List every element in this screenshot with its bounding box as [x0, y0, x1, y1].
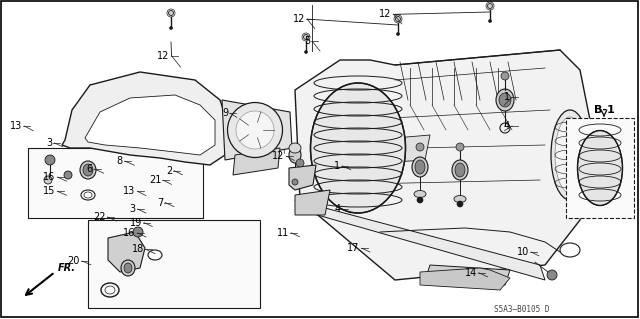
- Ellipse shape: [124, 263, 132, 273]
- Ellipse shape: [289, 143, 301, 153]
- Bar: [88, 220, 260, 308]
- Text: 2: 2: [166, 166, 172, 176]
- Text: 3: 3: [129, 204, 136, 214]
- Circle shape: [501, 72, 509, 80]
- Text: 12: 12: [273, 151, 285, 161]
- Text: B-1: B-1: [594, 105, 614, 115]
- Circle shape: [488, 4, 493, 9]
- Polygon shape: [295, 50, 590, 280]
- Ellipse shape: [310, 83, 406, 213]
- Polygon shape: [108, 232, 145, 272]
- Text: 13: 13: [10, 121, 22, 131]
- Text: 10: 10: [517, 247, 529, 257]
- Text: 4: 4: [504, 121, 510, 131]
- Circle shape: [303, 34, 308, 40]
- Polygon shape: [233, 148, 280, 175]
- Ellipse shape: [414, 190, 426, 197]
- Circle shape: [397, 33, 399, 35]
- Text: 1: 1: [334, 161, 340, 171]
- Polygon shape: [425, 265, 510, 285]
- Text: 1: 1: [504, 92, 510, 102]
- Text: 18: 18: [132, 244, 144, 255]
- Polygon shape: [222, 100, 292, 160]
- Ellipse shape: [83, 164, 93, 176]
- Circle shape: [457, 201, 463, 207]
- Text: 5: 5: [304, 36, 310, 47]
- Circle shape: [44, 176, 52, 184]
- Circle shape: [547, 270, 557, 280]
- Circle shape: [64, 171, 72, 179]
- Text: 12: 12: [380, 9, 392, 19]
- Circle shape: [45, 155, 55, 165]
- Text: 21: 21: [149, 175, 161, 185]
- Text: 16: 16: [44, 172, 56, 182]
- Text: FR.: FR.: [58, 263, 76, 273]
- Text: 17: 17: [348, 243, 360, 253]
- Text: 6: 6: [86, 164, 93, 174]
- Text: S5A3–B0105 D: S5A3–B0105 D: [494, 306, 550, 315]
- Ellipse shape: [227, 102, 282, 158]
- Ellipse shape: [412, 157, 428, 177]
- Polygon shape: [420, 268, 510, 290]
- Text: 12: 12: [157, 51, 170, 61]
- Text: 9: 9: [222, 108, 228, 118]
- Text: 22: 22: [93, 212, 106, 222]
- Polygon shape: [62, 72, 230, 165]
- Text: 13: 13: [124, 186, 136, 197]
- Ellipse shape: [452, 160, 468, 180]
- Circle shape: [305, 50, 307, 54]
- Bar: [566, 118, 634, 218]
- Circle shape: [416, 143, 424, 151]
- Polygon shape: [85, 95, 215, 155]
- Polygon shape: [395, 135, 430, 162]
- Ellipse shape: [496, 89, 514, 111]
- Text: 19: 19: [130, 218, 142, 228]
- Polygon shape: [295, 200, 545, 280]
- Circle shape: [396, 17, 401, 21]
- Circle shape: [488, 19, 492, 23]
- Ellipse shape: [121, 260, 135, 276]
- Text: 15: 15: [44, 186, 56, 197]
- Circle shape: [168, 11, 173, 16]
- Polygon shape: [295, 190, 330, 215]
- Circle shape: [170, 26, 173, 29]
- Text: 16: 16: [124, 228, 136, 238]
- Circle shape: [417, 197, 423, 203]
- Ellipse shape: [454, 196, 466, 203]
- Text: 12: 12: [293, 14, 305, 24]
- Text: 11: 11: [277, 228, 289, 238]
- Circle shape: [133, 227, 143, 237]
- Text: 20: 20: [68, 256, 80, 266]
- Ellipse shape: [236, 111, 274, 149]
- Text: 14: 14: [465, 268, 477, 278]
- Polygon shape: [289, 165, 316, 190]
- Text: 4: 4: [334, 204, 340, 214]
- Text: 8: 8: [116, 156, 123, 166]
- Circle shape: [296, 159, 304, 167]
- Ellipse shape: [289, 147, 301, 163]
- Ellipse shape: [577, 130, 623, 205]
- Circle shape: [292, 179, 298, 185]
- Bar: [28, 148, 203, 218]
- Ellipse shape: [455, 163, 465, 177]
- Ellipse shape: [499, 93, 511, 107]
- Ellipse shape: [555, 117, 585, 193]
- Text: 7: 7: [157, 197, 163, 208]
- Ellipse shape: [551, 110, 589, 200]
- Ellipse shape: [415, 160, 425, 174]
- Text: 3: 3: [46, 138, 52, 148]
- Ellipse shape: [80, 161, 96, 179]
- Circle shape: [456, 143, 464, 151]
